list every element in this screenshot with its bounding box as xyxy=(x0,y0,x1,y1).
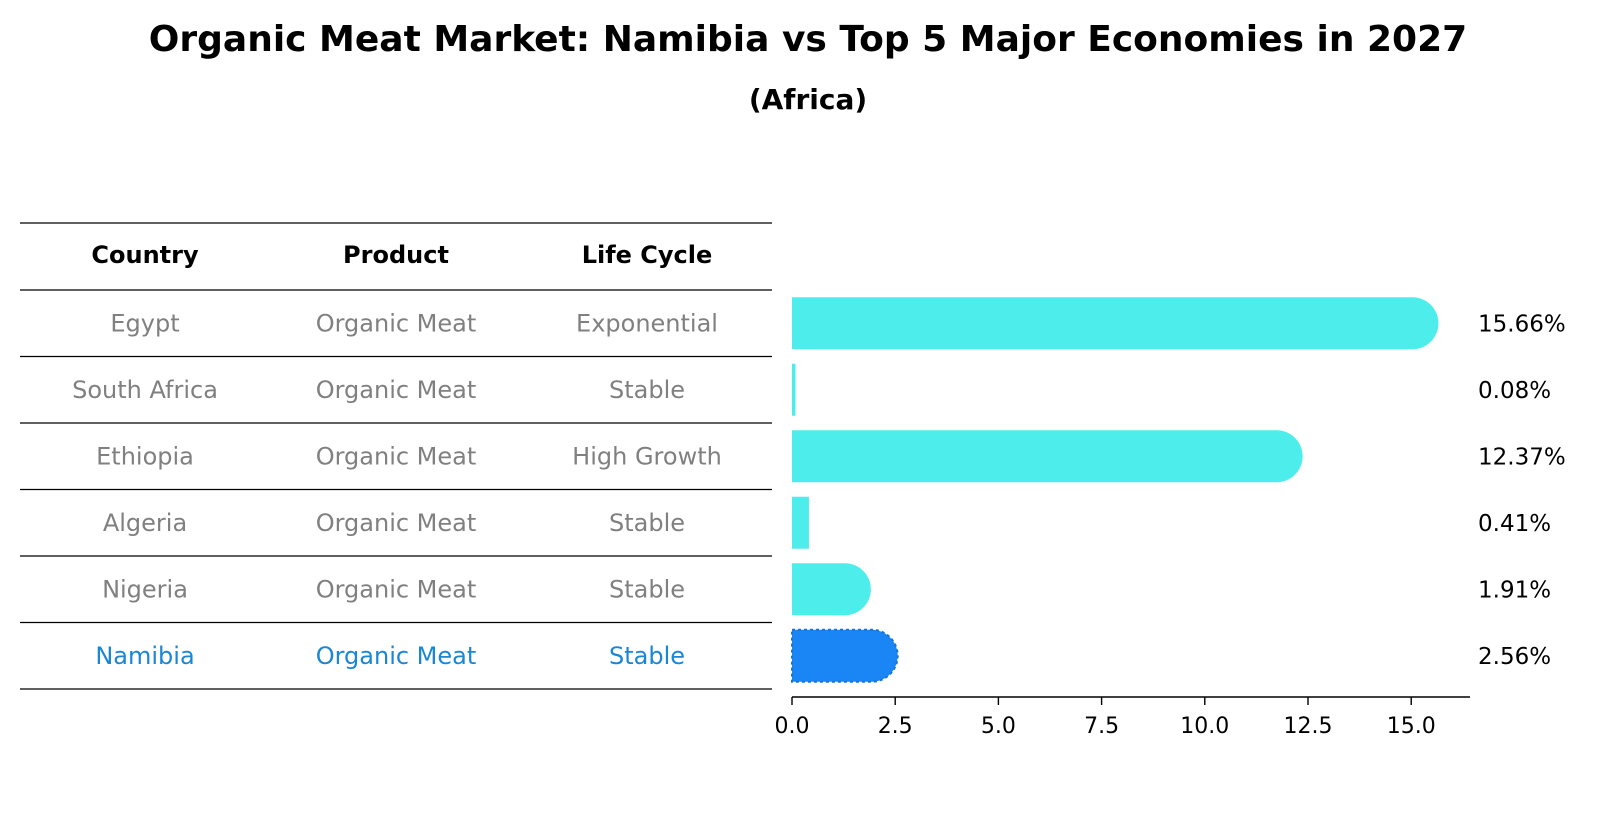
table-cell-life-cycle: Stable xyxy=(609,376,685,404)
table-cell-life-cycle: Stable xyxy=(609,509,685,537)
table-cell-product: Organic Meat xyxy=(316,642,477,670)
table-cell-life-cycle: Stable xyxy=(609,575,685,603)
table-cell-country: Algeria xyxy=(103,509,187,537)
data-table: Country Product Life Cycle Egypt Organic Mea… xyxy=(20,222,772,690)
table-cell-country: South Africa xyxy=(72,376,218,404)
table-cell-life-cycle: High Growth xyxy=(572,442,722,470)
table-cell-country: Namibia xyxy=(95,642,194,670)
x-tick-label: 12.5 xyxy=(1284,714,1333,739)
chart-title: Organic Meat Market: Namibia vs Top 5 Ma… xyxy=(149,19,1467,60)
table-cell-product: Organic Meat xyxy=(316,509,477,537)
value-label: 2.56% xyxy=(1478,644,1551,670)
bar-egypt xyxy=(792,297,1439,350)
table-cell-country: Ethiopia xyxy=(96,442,194,470)
bar-algeria xyxy=(792,496,809,549)
table-cell-country: Nigeria xyxy=(102,575,188,603)
table-cell-product: Organic Meat xyxy=(316,442,477,470)
value-label: 15.66% xyxy=(1478,311,1566,337)
x-tick-label: 2.5 xyxy=(878,714,913,739)
x-tick-label: 5.0 xyxy=(981,714,1016,739)
table-cell-life-cycle: Exponential xyxy=(576,309,718,337)
x-tick-label: 7.5 xyxy=(1084,714,1119,739)
table-header-country: Country xyxy=(91,241,199,269)
table-cell-life-cycle: Stable xyxy=(609,642,685,670)
value-label: 12.37% xyxy=(1478,444,1566,470)
x-tick-label: 15.0 xyxy=(1387,714,1436,739)
table-header-product: Product xyxy=(343,241,449,269)
table-cell-product: Organic Meat xyxy=(316,376,477,404)
x-tick-label: 0.0 xyxy=(775,714,810,739)
bar-south-africa xyxy=(792,363,796,416)
table-cell-country: Egypt xyxy=(110,309,179,337)
value-label: 0.08% xyxy=(1478,378,1551,404)
value-label: 1.91% xyxy=(1478,577,1551,603)
value-label: 0.41% xyxy=(1478,511,1551,537)
bar-namibia xyxy=(791,628,899,683)
table-header-life-cycle: Life Cycle xyxy=(582,241,713,269)
chart-subtitle: (Africa) xyxy=(749,83,867,116)
bar-plot: 15.66% 0.08% 12.37% 0.41% 1.91% 2.56% xyxy=(791,297,1566,683)
table-cell-product: Organic Meat xyxy=(316,309,477,337)
bar-nigeria xyxy=(792,563,871,616)
table-cell-product: Organic Meat xyxy=(316,575,477,603)
x-tick-label: 10.0 xyxy=(1180,714,1229,739)
bar-ethiopia xyxy=(792,430,1303,483)
x-axis: 0.0 2.5 5.0 7.5 10.0 12.5 15.0 xyxy=(775,696,1470,739)
